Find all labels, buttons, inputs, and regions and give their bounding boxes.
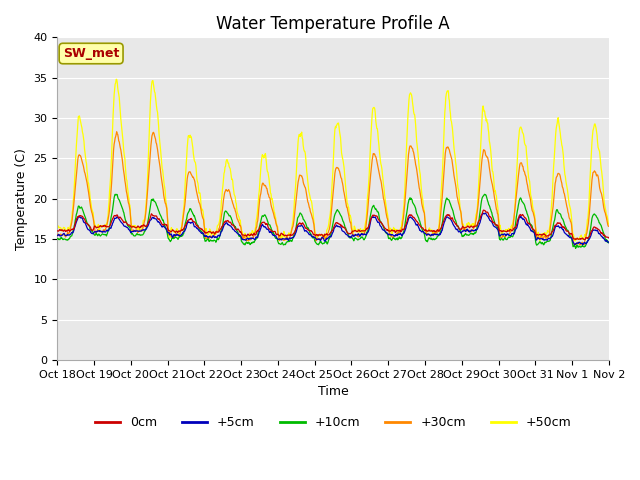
- Legend: 0cm, +5cm, +10cm, +30cm, +50cm: 0cm, +5cm, +10cm, +30cm, +50cm: [90, 411, 577, 434]
- Text: SW_met: SW_met: [63, 47, 119, 60]
- Y-axis label: Temperature (C): Temperature (C): [15, 148, 28, 250]
- Title: Water Temperature Profile A: Water Temperature Profile A: [216, 15, 450, 33]
- X-axis label: Time: Time: [317, 385, 349, 398]
